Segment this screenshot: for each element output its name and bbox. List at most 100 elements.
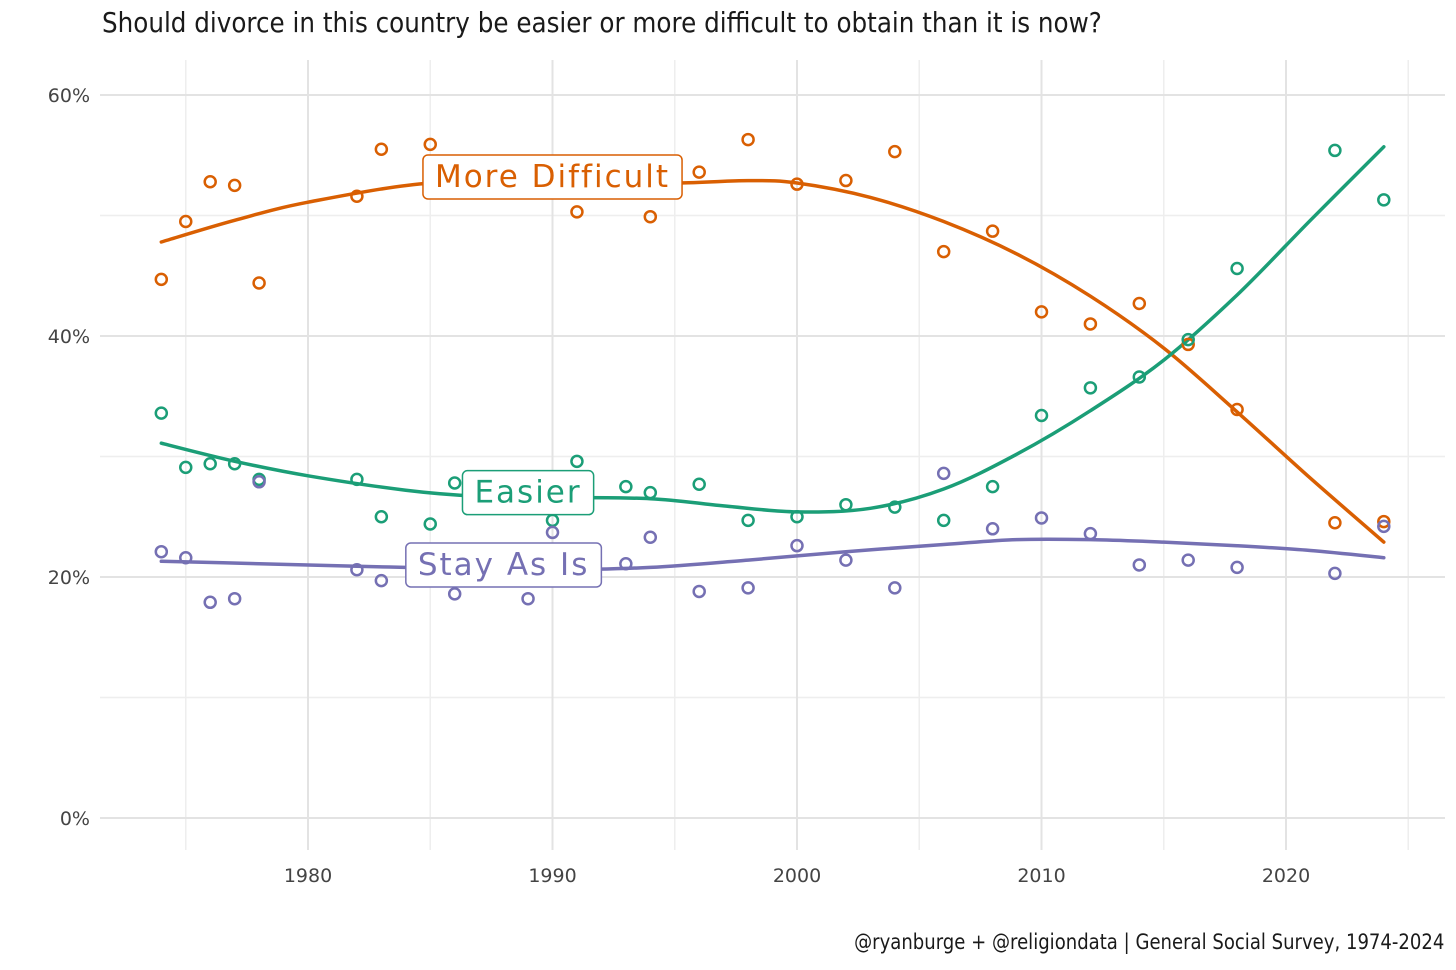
x-tick-label: 1980 <box>284 865 332 887</box>
y-tick-label: 60% <box>48 85 90 107</box>
easier-label: Easier <box>461 469 595 516</box>
more-difficult-point <box>203 175 217 189</box>
stay-as-is-point <box>374 573 389 588</box>
more-difficult-point <box>888 144 902 159</box>
stay-as-is-point <box>252 475 266 489</box>
stay-as-is-point <box>985 522 1000 536</box>
more-difficult-label: More Difficult <box>422 154 683 200</box>
stay-as-is-point <box>692 584 706 599</box>
stay-as-is-point <box>1132 558 1147 572</box>
easier-point <box>179 460 193 475</box>
easier-label-box <box>461 469 595 516</box>
more-difficult-point <box>1377 514 1391 529</box>
stay-as-is-label-text: Stay As Is <box>418 547 590 583</box>
stay-as-is-label-box <box>405 542 603 588</box>
more-difficult-point <box>1083 317 1098 331</box>
chart-plot: 0% 20% 40% 60% 1980 1990 2000 2010 2020 More Di… <box>48 60 1445 887</box>
data-points <box>154 132 1391 610</box>
easier-point <box>741 513 755 528</box>
more-difficult-point <box>1034 305 1049 319</box>
more-difficult-point <box>423 137 437 152</box>
stay-as-is-point <box>1377 519 1391 534</box>
easier-label-text: Easier <box>474 475 581 511</box>
more-difficult-label-box <box>422 154 683 200</box>
easier-point <box>936 513 951 528</box>
easier-point <box>692 477 706 491</box>
y-tick-label: 40% <box>48 326 90 348</box>
more-difficult-point <box>1328 516 1342 530</box>
stay-as-is-point <box>936 466 951 481</box>
more-difficult-point <box>179 214 193 229</box>
stay-as-is-trend-line <box>159 537 1386 572</box>
stay-as-is-point <box>619 556 633 571</box>
stay-as-is-point <box>839 553 853 567</box>
easier-point <box>203 456 217 471</box>
source-caption: @ryanburge + @religiondata | General Soc… <box>853 930 1444 954</box>
easier-point <box>350 472 364 487</box>
more-difficult-point <box>1181 337 1195 352</box>
more-difficult-point <box>936 244 951 259</box>
stay-as-is-point <box>1034 511 1049 525</box>
more-difficult-point <box>350 189 364 203</box>
major-gridlines <box>100 60 1445 850</box>
easier-point <box>888 500 902 514</box>
easier-point <box>570 454 584 469</box>
minor-gridlines <box>100 60 1445 850</box>
more-difficult-point <box>741 132 755 147</box>
stay-as-is-label: Stay As Is <box>405 542 603 588</box>
stay-as-is-point <box>643 530 658 544</box>
y-tick-label: 20% <box>48 567 90 589</box>
x-tick-label: 2020 <box>1262 865 1310 887</box>
easier-point <box>619 479 633 494</box>
stay-as-is-point <box>203 595 217 610</box>
easier-point <box>1230 261 1244 276</box>
easier-trend-line <box>159 145 1386 514</box>
more-difficult-point <box>692 165 706 179</box>
y-axis-tick-labels: 0% 20% 40% 60% <box>48 85 90 830</box>
stay-as-is-point <box>227 591 242 606</box>
x-tick-label: 1990 <box>528 865 576 887</box>
stay-as-is-point <box>350 563 364 577</box>
more-difficult-point <box>643 209 658 224</box>
easier-point <box>1132 370 1147 384</box>
easier-point <box>790 510 804 524</box>
stay-as-is-point <box>545 525 560 540</box>
easier-point <box>1034 408 1049 423</box>
easier-point <box>1083 381 1098 395</box>
chart-title: Should divorce in this country be easier… <box>102 6 1102 39</box>
easier-point <box>1328 143 1342 158</box>
stay-as-is-point <box>179 550 193 565</box>
more-difficult-point <box>227 178 242 193</box>
more-difficult-point <box>374 142 389 156</box>
stay-as-is-point <box>741 581 755 595</box>
more-difficult-point <box>1132 296 1147 311</box>
easier-point <box>1377 193 1391 207</box>
y-tick-label: 0% <box>60 808 90 830</box>
trend-lines <box>159 145 1386 572</box>
more-difficult-point <box>985 224 1000 238</box>
more-difficult-point <box>790 177 804 191</box>
more-difficult-point <box>570 205 584 219</box>
stay-as-is-point <box>447 587 462 601</box>
easier-point <box>643 485 658 500</box>
x-tick-label: 2010 <box>1017 865 1065 887</box>
stay-as-is-point <box>1328 566 1342 581</box>
stay-as-is-point <box>1083 526 1098 541</box>
stay-as-is-point <box>1230 560 1244 575</box>
more-difficult-point <box>252 276 266 290</box>
x-tick-label: 2000 <box>773 865 821 887</box>
easier-point <box>985 479 1000 494</box>
stay-as-is-point <box>1181 553 1195 567</box>
more-difficult-point <box>154 272 169 287</box>
more-difficult-point <box>1230 402 1244 417</box>
easier-point <box>423 517 437 531</box>
more-difficult-trend-line <box>159 178 1386 544</box>
series-labels: More Difficult Easier Stay As Is <box>405 154 683 588</box>
easier-point <box>227 456 242 471</box>
easier-point <box>1181 332 1195 347</box>
stay-as-is-point <box>888 581 902 595</box>
stay-as-is-point <box>154 544 169 559</box>
stay-as-is-point <box>790 538 804 553</box>
stay-as-is-point <box>521 591 535 606</box>
easier-point <box>839 497 853 512</box>
